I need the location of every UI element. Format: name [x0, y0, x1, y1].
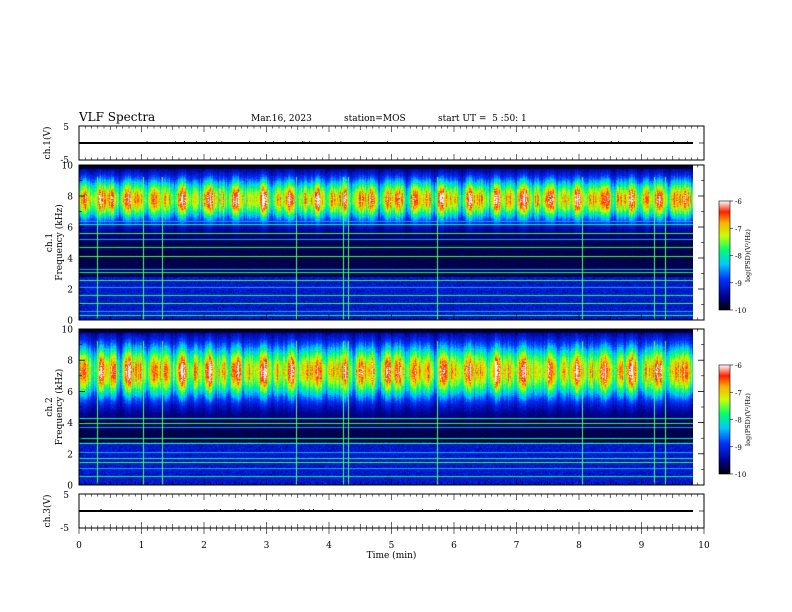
- colorbar-tick-label: -10: [735, 307, 746, 315]
- y-axis-label: ch.3(V): [42, 495, 53, 528]
- y-tick-label: 5: [63, 123, 69, 133]
- y-tick-label: 4: [67, 255, 73, 265]
- colorbar-ch2: [718, 364, 731, 475]
- x-tick-label: 2: [201, 541, 207, 551]
- y-tick-label: 0: [67, 482, 73, 492]
- station-label: station=MOS: [344, 114, 406, 124]
- start-time-label: start UT = 5 :50: 1: [438, 114, 527, 124]
- colorbar-tick-label: -8: [735, 417, 742, 425]
- colorbar-tick-label: -6: [735, 362, 742, 370]
- y-tick-label: 8: [67, 357, 73, 367]
- y-tick-label: -5: [60, 156, 69, 166]
- y-axis-label: Frequency (kHz): [54, 369, 65, 446]
- y-tick-label: 0: [67, 317, 73, 327]
- y-tick-label: 2: [67, 286, 73, 296]
- y-tick-label: 5: [63, 491, 69, 501]
- x-tick-label: 5: [389, 541, 395, 551]
- x-tick-label: 10: [698, 541, 710, 551]
- spectrogram-ch2: [79, 329, 693, 485]
- x-tick-label: 8: [576, 541, 582, 551]
- x-tick-label: 3: [264, 541, 270, 551]
- y-tick-label: 2: [67, 450, 73, 460]
- y-axis-label: Frequency (kHz): [54, 204, 65, 281]
- x-tick-label: 6: [451, 541, 457, 551]
- colorbar-tick-label: -7: [735, 225, 742, 233]
- colorbar-tick-label: -7: [735, 389, 742, 397]
- x-tick-label: 1: [139, 541, 145, 551]
- colorbar-tick-label: -8: [735, 253, 742, 261]
- y-axis-label: ch.1: [45, 233, 55, 252]
- x-tick-label: 0: [76, 541, 82, 551]
- colorbar-tick-label: -9: [735, 280, 742, 288]
- x-axis-label: Time (min): [367, 550, 417, 561]
- colorbar-ch1: [718, 200, 731, 311]
- colorbar-tick-label: -6: [735, 198, 742, 206]
- x-tick-label: 4: [326, 541, 332, 551]
- spectrogram-ch1: [79, 165, 693, 320]
- date-label: Mar.16, 2023: [251, 114, 312, 124]
- plot-title: VLF Spectra: [79, 110, 156, 124]
- x-tick-label: 9: [639, 541, 645, 551]
- y-tick-label: 10: [62, 162, 74, 172]
- y-tick-label: 6: [67, 388, 73, 398]
- colorbar-label: log(PSD)(V²/Hz): [744, 229, 752, 282]
- y-tick-label: 8: [67, 193, 73, 203]
- y-tick-label: 6: [67, 224, 73, 234]
- x-tick-label: 7: [514, 541, 520, 551]
- colorbar-label: log(PSD)(V²/Hz): [744, 393, 752, 446]
- y-axis-label: ch.1(V): [42, 127, 53, 160]
- colorbar-tick-label: -10: [735, 471, 746, 479]
- colorbar-tick-label: -9: [735, 444, 742, 452]
- y-tick-label: -5: [60, 524, 69, 534]
- y-axis-label: ch.2: [45, 397, 55, 416]
- y-tick-label: 10: [62, 326, 74, 336]
- y-tick-label: 4: [67, 419, 73, 429]
